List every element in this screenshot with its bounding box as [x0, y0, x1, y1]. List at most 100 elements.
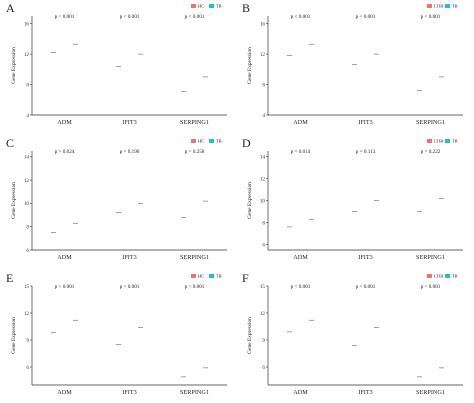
chart-panel-c: C 6 8 10 12 14 Gene Expression HC TB ADM p = 0.024…	[6, 0, 227, 261]
legend-label-1: HC	[198, 4, 204, 9]
panel-letter: B	[242, 1, 250, 15]
legend-label-1: LTBI	[434, 274, 444, 279]
legend-label-2: TB	[452, 139, 458, 144]
p-value-label: p < 0.001	[421, 284, 441, 290]
y-tick-label: 9	[26, 338, 29, 344]
legend-label-2: TB	[216, 274, 222, 279]
x-category-label: SERPING1	[180, 389, 209, 396]
p-value-label: p < 0.001	[291, 14, 311, 20]
p-value-label: p = 0.113	[356, 149, 376, 155]
x-category-label: ADM	[293, 389, 308, 396]
y-tick-label: 8	[262, 82, 265, 88]
panel-letter: D	[242, 136, 251, 150]
x-category-label: IFIT3	[358, 254, 372, 261]
panel-letter: C	[6, 136, 14, 150]
p-value-label: p < 0.001	[356, 284, 376, 290]
p-value-label: p < 0.001	[356, 14, 376, 20]
x-category-label: SERPING1	[416, 119, 445, 126]
p-value-label: p = 0.258	[185, 149, 205, 155]
x-category-label: IFIT3	[122, 119, 136, 126]
legend-label-2: TB	[452, 274, 458, 279]
y-tick-label: 8	[26, 225, 29, 231]
p-value-label: p = 0.222	[421, 149, 441, 155]
p-value-label: p < 0.001	[421, 14, 441, 20]
y-tick-label: 6	[26, 365, 29, 371]
y-tick-label: 6	[26, 248, 29, 254]
y-tick-label: 4	[262, 113, 265, 119]
x-category-label: ADM	[57, 119, 72, 126]
y-tick-label: 14	[24, 155, 30, 161]
chart-panel-e: E 6 9 12 15 Gene Expression HC TB ADM p < 0.001 IF…	[6, 0, 227, 396]
p-value-label: p < 0.001	[120, 284, 140, 290]
y-tick-label: 8	[26, 82, 29, 88]
legend-label-1: HC	[198, 274, 204, 279]
y-tick-label: 12	[24, 311, 30, 317]
legend-swatch-2	[445, 139, 450, 143]
p-value-label: p = 0.014	[291, 149, 311, 155]
chart-panel-b: B 4 8 12 16 Gene Expression LTBI TB ADM p < 0.001…	[242, 0, 463, 126]
y-tick-label: 10	[260, 198, 266, 204]
y-axis-label: Gene Expression	[11, 317, 17, 354]
y-axis-label: Gene Expression	[11, 47, 17, 84]
y-axis-label: Gene Expression	[247, 47, 253, 84]
legend-swatch-1	[191, 274, 196, 278]
p-value-label: p = 0.024	[55, 149, 75, 155]
legend-swatch-2	[445, 4, 450, 8]
chart-panel-d: D 6 8 10 12 14 Gene Expression LTBI TB ADM p = 0.0…	[242, 0, 463, 261]
y-tick-label: 8	[262, 220, 265, 226]
legend-swatch-2	[209, 274, 214, 278]
legend-swatch-1	[427, 139, 432, 143]
legend-label-1: LTBI	[434, 139, 444, 144]
y-tick-label: 12	[24, 52, 30, 58]
x-category-label: IFIT3	[358, 389, 372, 396]
x-category-label: IFIT3	[122, 254, 136, 261]
x-category-label: SERPING1	[416, 389, 445, 396]
p-value-label: p = 0.190	[120, 149, 140, 155]
x-category-label: ADM	[293, 119, 308, 126]
x-category-label: SERPING1	[180, 254, 209, 261]
chart-panel-a: A 4 8 12 16 Gene Expression HC TB ADM p < 0.001 IF…	[6, 0, 227, 126]
y-tick-label: 15	[260, 284, 266, 290]
x-category-label: SERPING1	[180, 119, 209, 126]
y-tick-label: 12	[260, 311, 266, 317]
legend-swatch-1	[191, 139, 196, 143]
legend-label-2: TB	[452, 4, 458, 9]
y-tick-label: 15	[24, 284, 30, 290]
y-tick-label: 10	[24, 201, 30, 207]
panel-letter: E	[6, 271, 13, 285]
legend-swatch-1	[191, 4, 196, 8]
y-axis-label: Gene Expression	[11, 182, 17, 219]
p-value-label: p < 0.001	[55, 14, 75, 20]
y-tick-label: 12	[24, 178, 30, 184]
y-tick-label: 6	[262, 242, 265, 248]
x-category-label: SERPING1	[416, 254, 445, 261]
y-axis-label: Gene Expression	[247, 182, 253, 219]
x-category-label: IFIT3	[122, 389, 136, 396]
legend-label-2: TB	[216, 139, 222, 144]
x-category-label: ADM	[293, 254, 308, 261]
p-value-label: p < 0.001	[120, 14, 140, 20]
p-value-label: p < 0.001	[185, 284, 205, 290]
y-tick-label: 12	[260, 176, 266, 182]
panel-letter: A	[6, 1, 15, 15]
y-tick-label: 16	[260, 21, 266, 27]
p-value-label: p < 0.001	[55, 284, 75, 290]
legend-swatch-2	[209, 139, 214, 143]
y-tick-label: 16	[24, 21, 30, 27]
p-value-label: p < 0.001	[291, 284, 311, 290]
p-value-label: p < 0.001	[185, 14, 205, 20]
panel-letter: F	[242, 271, 249, 285]
legend-swatch-1	[427, 274, 432, 278]
legend-swatch-2	[445, 274, 450, 278]
legend-label-1: LTBI	[434, 4, 444, 9]
y-tick-label: 12	[260, 52, 266, 58]
legend-swatch-2	[209, 4, 214, 8]
y-tick-label: 14	[260, 154, 266, 160]
legend-label-1: HC	[198, 139, 204, 144]
x-category-label: ADM	[57, 254, 72, 261]
y-tick-label: 4	[26, 113, 29, 119]
y-tick-label: 6	[262, 365, 265, 371]
x-category-label: IFIT3	[358, 119, 372, 126]
y-axis-label: Gene Expression	[247, 317, 253, 354]
